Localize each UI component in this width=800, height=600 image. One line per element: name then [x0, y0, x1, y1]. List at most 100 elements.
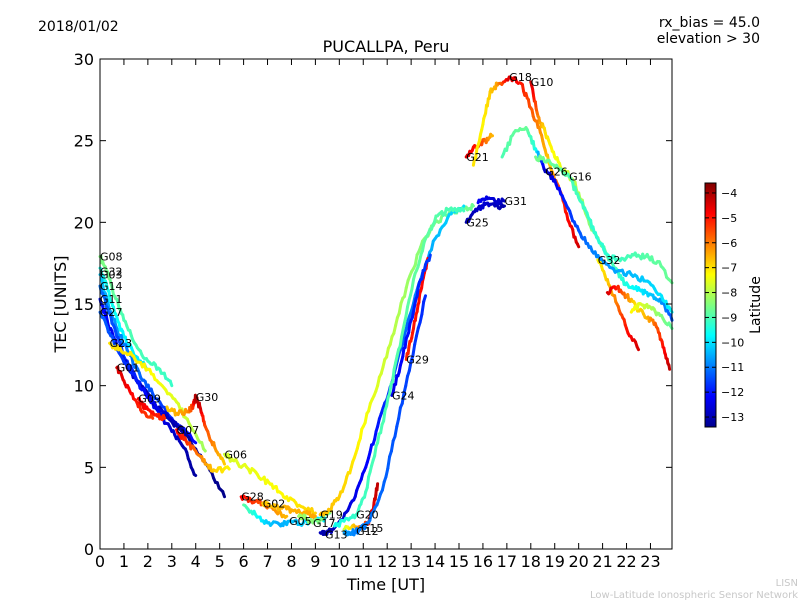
y-tick-label: 0 [84, 540, 94, 559]
satellite-label-g12: G12 [356, 525, 379, 538]
satellite-label-g11: G11 [100, 293, 123, 306]
satellite-label-g09: G09 [138, 393, 161, 406]
colorbar-label: Latitude [748, 276, 764, 334]
satellite-label-g13: G13 [325, 528, 348, 541]
series-segment [667, 363, 672, 371]
series-segment [168, 379, 174, 388]
y-tick-label: 15 [74, 295, 94, 314]
footer-lisn: LISN [776, 578, 798, 589]
series-segment [404, 374, 409, 388]
colorbar-tick-label: −10 [721, 336, 744, 349]
series-segment [150, 413, 155, 420]
series-segment [422, 294, 427, 304]
satellite-label-g30: G30 [196, 391, 219, 404]
series-segment [192, 472, 198, 477]
series-segment [283, 514, 289, 519]
series-segment [225, 465, 231, 471]
x-tick-label: 15 [449, 552, 469, 571]
series-G12-20 [342, 294, 427, 537]
satellite-label-g01: G01 [117, 362, 140, 375]
date-label: 2018/01/02 [38, 19, 119, 35]
satellite-label-g21: G21 [466, 151, 489, 164]
satellite-label-g26: G26 [545, 166, 568, 179]
colorbar-tick-label: −5 [721, 212, 737, 225]
satellite-label-g06: G06 [225, 448, 248, 461]
series-G02-13 [261, 499, 317, 520]
satellite-label-g10: G10 [531, 76, 554, 89]
series-segment [474, 147, 479, 160]
series-segment [501, 204, 506, 208]
x-tick-label: 2 [143, 552, 153, 571]
colorbar-ticks: −4 −5 −6 −7 −8 −9 −10 −11 −12 −13 [705, 187, 744, 424]
series-segment [221, 459, 226, 466]
satellite-label-g18: G18 [509, 71, 532, 84]
series-segment [393, 425, 399, 438]
series-G31-25 [476, 195, 506, 206]
series-G07-10 [175, 428, 231, 474]
series-segment [460, 206, 466, 213]
satellite-label-g25: G25 [466, 216, 489, 229]
y-axis-label: TEC [UNITS] [51, 256, 70, 354]
colorbar-tick-label: −9 [721, 311, 737, 324]
series-segment [391, 368, 396, 384]
satellite-label-g32: G32 [100, 265, 123, 278]
plot-data [98, 75, 674, 537]
x-tick-label: 4 [191, 552, 201, 571]
y-tick-label: 10 [74, 377, 94, 396]
satellite-label-g07: G07 [177, 424, 200, 437]
x-tick-label: 1 [119, 552, 129, 571]
series-segment [388, 382, 393, 396]
series-segment [322, 516, 327, 523]
series-segment [398, 335, 404, 348]
series-segment [397, 406, 402, 421]
series-segment [411, 342, 417, 358]
footer-network: Low-Latitude Ionospheric Sensor Network [590, 590, 798, 600]
series-G24-22 [390, 253, 432, 397]
series-segment [161, 414, 167, 420]
series-segment [363, 412, 369, 425]
series-segment [397, 301, 403, 315]
satellite-label-g32: G32 [598, 254, 621, 267]
x-tick-label: 0 [95, 552, 105, 571]
x-tick-label: 18 [521, 552, 541, 571]
x-tick-label: 14 [425, 552, 445, 571]
series-segment [373, 444, 378, 458]
series-segment [221, 490, 226, 499]
series-segment [400, 392, 406, 406]
series-segment [358, 427, 364, 440]
x-axis-ticks: 0 1 2 3 4 5 6 7 8 9 10 11 12 13 14 15 16 17 18 19 20 21 22 23 [95, 59, 661, 571]
series-segment [635, 345, 640, 352]
series-G18-26 [471, 75, 581, 249]
colorbar-tick-label: −4 [721, 187, 737, 200]
series-segment [385, 346, 390, 359]
series-segment [389, 439, 395, 453]
colorbar-tick-label: −13 [721, 411, 744, 424]
satellite-label-g29: G29 [406, 354, 429, 367]
x-tick-label: 16 [473, 552, 493, 571]
series-segment [417, 291, 422, 304]
x-tick-label: 17 [497, 552, 517, 571]
x-tick-label: 8 [286, 552, 296, 571]
x-tick-label: 12 [377, 552, 397, 571]
colorbar-tick-label: −6 [721, 237, 737, 250]
series-G32-30 [596, 258, 640, 352]
satellite-label-g08: G08 [100, 251, 123, 264]
series-unlabeled-31 [605, 284, 672, 371]
series-segment [501, 198, 506, 203]
x-axis-label: Time [UT] [346, 575, 425, 594]
x-tick-label: 13 [401, 552, 421, 571]
satellite-label-g23: G23 [110, 337, 133, 350]
series-segment [183, 433, 188, 437]
y-tick-label: 20 [74, 213, 94, 232]
satellite-label-g20: G20 [356, 509, 379, 522]
colorbar [704, 182, 717, 428]
series-segment [420, 300, 426, 316]
satellite-label-g27: G27 [100, 306, 123, 319]
satellite-label-g05: G05 [289, 515, 312, 528]
x-tick-label: 10 [329, 552, 349, 571]
x-tick-label: 11 [353, 552, 373, 571]
colorbar-tick-label: −7 [721, 262, 737, 275]
x-tick-label: 9 [310, 552, 320, 571]
series-G01-7 [115, 365, 155, 420]
